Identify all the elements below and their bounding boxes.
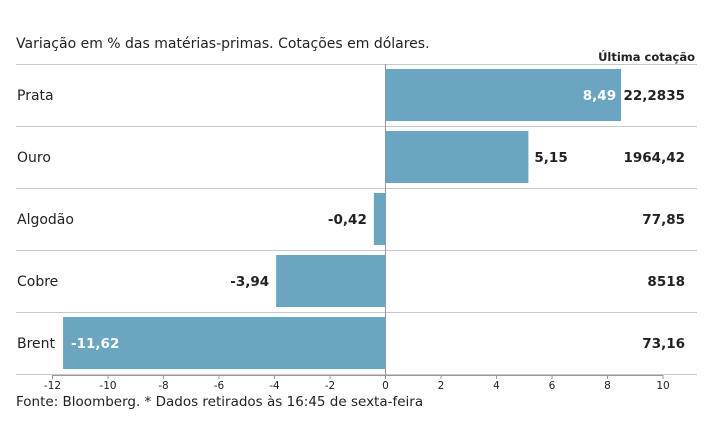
category-label: Algodão: [17, 212, 74, 228]
bar: [276, 255, 386, 307]
x-tick-label: 0: [382, 380, 389, 392]
last-quote-header: Última cotação: [598, 49, 695, 64]
x-tick-label: 10: [656, 380, 669, 392]
category-label: Brent: [17, 336, 56, 352]
last-quote-value: 22,2835: [624, 88, 686, 104]
x-tick-label: 2: [438, 380, 445, 392]
x-tick-label: -4: [269, 380, 280, 392]
last-quote-value: 8518: [647, 274, 685, 290]
category-label: Ouro: [17, 150, 51, 166]
value-label: -11,62: [71, 336, 119, 352]
last-quote-value: 73,16: [642, 336, 685, 352]
value-label: 5,15: [534, 150, 567, 166]
category-label: Cobre: [17, 274, 58, 290]
x-tick-label: -8: [158, 380, 168, 392]
x-tick-label: -2: [325, 380, 335, 392]
last-quote-value: 1964,42: [624, 150, 686, 166]
x-tick-label: -6: [214, 380, 225, 392]
last-quote-value: 77,85: [642, 212, 685, 228]
value-label: -0,42: [328, 212, 367, 228]
category-label: Prata: [17, 88, 54, 104]
x-tick-label: -10: [99, 380, 116, 392]
bar: [63, 317, 386, 369]
x-tick-label: 6: [549, 380, 556, 392]
x-tick-label: 4: [493, 380, 500, 392]
chart-source-note: Fonte: Bloomberg. * Dados retirados às 1…: [16, 394, 424, 410]
value-label: -3,94: [230, 274, 269, 290]
bar: [373, 193, 386, 245]
bar: [385, 131, 529, 183]
chart-subtitle: Variação em % das matérias-primas. Cotaç…: [16, 36, 430, 52]
value-label: 8,49: [583, 88, 616, 104]
x-tick-label: -12: [44, 380, 61, 392]
x-tick-label: 8: [604, 380, 611, 392]
bar: [385, 69, 622, 121]
